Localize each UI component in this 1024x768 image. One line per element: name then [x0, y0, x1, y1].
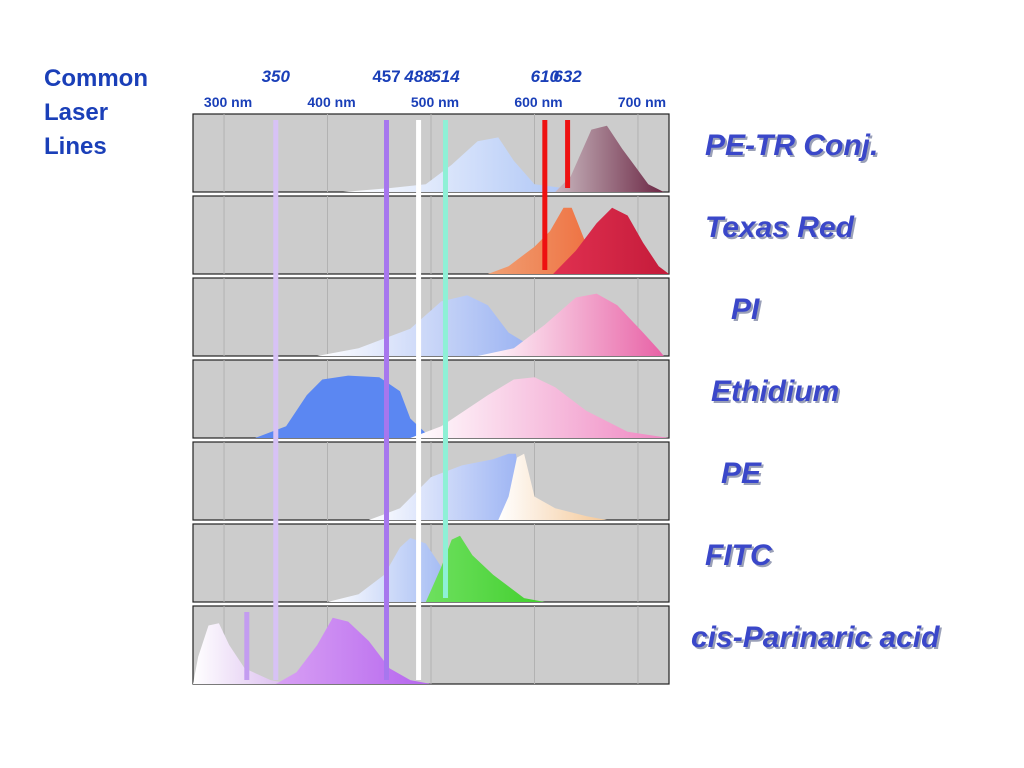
spectrum-curve	[477, 293, 664, 356]
x-tick-label: 400 nm	[307, 94, 355, 110]
dye-label-texas-red: Texas Red	[705, 211, 854, 244]
dye-label-cis-parinaric-acid: cis-Parinaric acid	[691, 621, 940, 654]
spectra-panels	[192, 113, 670, 685]
spectrum-curve	[553, 207, 669, 274]
spectrum-curve	[498, 453, 607, 520]
dye-label-pe: PE	[721, 457, 762, 490]
spectrum-curve	[275, 617, 431, 684]
panel-ethidium	[192, 359, 670, 439]
laser-label-514: 514	[431, 67, 460, 86]
spectrum-curve	[425, 535, 545, 602]
title-line-3: Lines	[44, 133, 107, 160]
x-tick-label: 600 nm	[514, 94, 562, 110]
laser-label-610: 610	[531, 67, 560, 86]
laser-label-457: 457	[372, 67, 400, 86]
dye-label-fitc: FITC	[705, 539, 772, 572]
panel-pe-tr-conj	[192, 113, 670, 193]
common-laser-lines-title: Common Laser Lines	[44, 62, 174, 164]
laser-label-632: 632	[553, 67, 582, 86]
x-tick-label: 300 nm	[204, 94, 252, 110]
panel-cis-parinaric-acid	[192, 605, 670, 685]
panel-fitc	[192, 523, 670, 603]
title-line-1: Common	[44, 65, 148, 92]
spectrum-curve	[317, 295, 556, 356]
panel-pe	[192, 441, 670, 521]
dye-label-ethidium: Ethidium	[711, 375, 840, 408]
laser-label-488: 488	[403, 67, 433, 86]
spectrum-curve	[555, 125, 664, 192]
spectrum-curve	[410, 377, 669, 438]
x-tick-label: 700 nm	[618, 94, 666, 110]
spectrum-curve	[193, 623, 292, 684]
title-line-2: Laser	[44, 99, 109, 126]
dye-label-pe-tr-conj: PE-TR Conj.	[705, 129, 879, 162]
dye-label-pi: PI	[731, 293, 760, 326]
panel-texas-red	[192, 195, 670, 275]
x-tick-label: 500 nm	[411, 94, 459, 110]
laser-lines	[244, 120, 571, 680]
laser-label-350: 350	[262, 67, 291, 86]
spectrum-curve	[343, 137, 618, 192]
panel-pi	[192, 277, 670, 357]
